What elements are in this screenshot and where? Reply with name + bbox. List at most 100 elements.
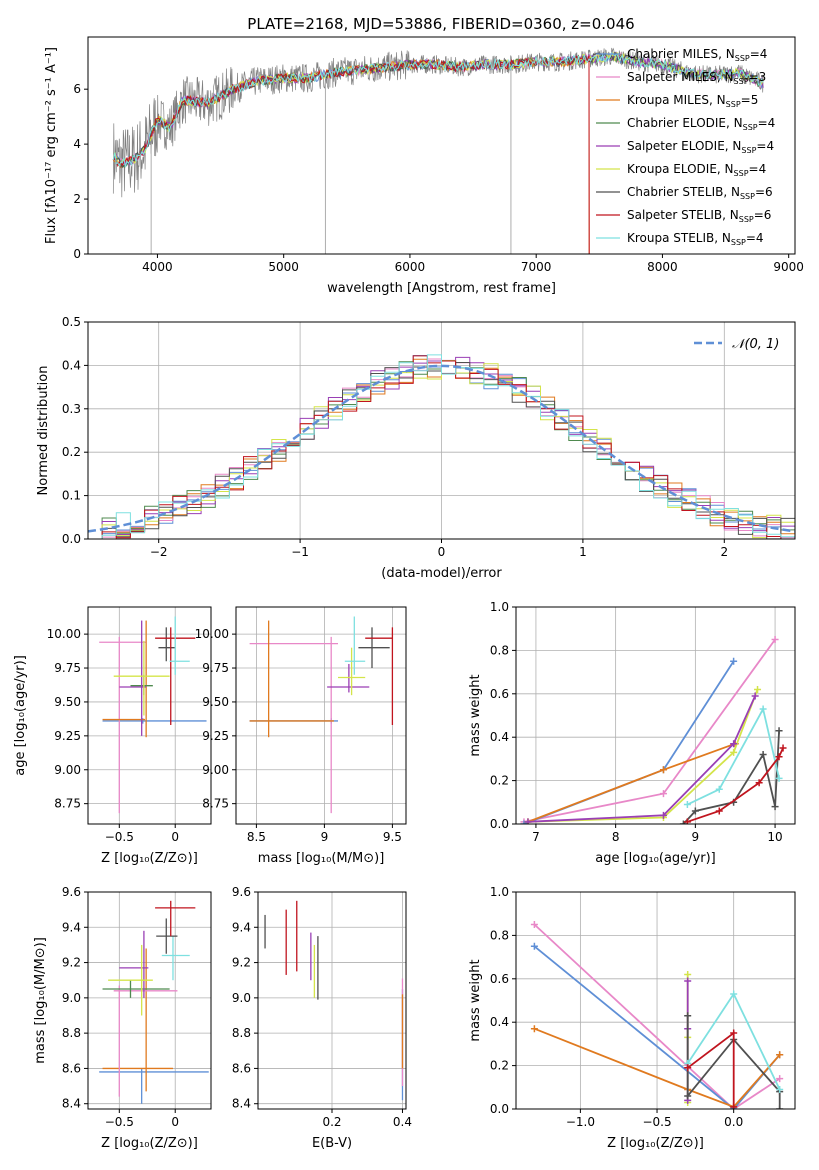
y-tick-label: 0.2 [62, 445, 81, 459]
y-tick-label: 0.4 [490, 1015, 509, 1029]
legend-label-main: Kroupa STELIB, N [627, 231, 731, 245]
data-point [102, 948, 173, 1092]
y-tick-label: 0.2 [490, 774, 509, 788]
y-tick-label: 0.6 [490, 687, 509, 701]
weight-series [683, 744, 787, 824]
weight-marker [683, 818, 691, 824]
legend-label-tail: =4 [750, 47, 768, 61]
y-tick-label: 9.75 [54, 661, 81, 675]
legend-label-sub: SSP [740, 192, 755, 201]
data-point [358, 627, 390, 669]
y-tick-label: 0.3 [62, 402, 81, 416]
weight-line [527, 689, 759, 823]
y-tick-label: 0.4 [62, 358, 81, 372]
age_vs_Z-panel: −0.5 0 8.75 9.00 9.25 9.50 9.75 10.00 Z [log₁₀(Z… [13, 606, 212, 866]
weight_vs_Z-frame [515, 891, 796, 1110]
y-tick-label: 1.0 [490, 600, 509, 614]
y-tick-label: 9.25 [202, 729, 229, 743]
y-tick-label: 9.2 [62, 956, 81, 970]
weight-marker [776, 1051, 784, 1059]
legend-label-sub: SSP [741, 146, 756, 155]
x-tick-label: 9.5 [383, 830, 402, 844]
data-point [102, 980, 170, 998]
weight-marker [684, 1064, 692, 1072]
weight-marker [683, 800, 691, 808]
data-point [119, 620, 147, 736]
x-tick-label: 9000 [773, 260, 804, 274]
weight_vs_age-xlabel: age [log₁₀(age/yr)] [595, 851, 716, 866]
legend-label-main: Chabrier ELODIE, N [627, 116, 743, 130]
legend-label-tail: =4 [756, 139, 774, 153]
weight-series [524, 692, 759, 824]
legend-label-sub: SSP [739, 215, 754, 224]
age_vs_Z-xlabel: Z [log₁₀(Z/Z⊙)] [101, 851, 198, 866]
weight-marker [684, 1012, 692, 1020]
data-point [155, 900, 196, 937]
y-tick-label: 0.0 [490, 1102, 509, 1116]
weight-marker [775, 753, 783, 761]
weight_vs_age-ylabel: mass weight [468, 674, 483, 756]
weight-marker [684, 970, 692, 978]
weight-marker [776, 1085, 784, 1093]
legend-label-tail: =6 [755, 185, 773, 199]
weight-marker [754, 685, 762, 693]
x-tick-label: 0 [171, 1115, 179, 1129]
x-tick-label: −0.5 [642, 1115, 671, 1129]
y-tick-label: 0.2 [490, 1059, 509, 1073]
x-tick-label: 8 [612, 830, 620, 844]
data-point [113, 985, 178, 1097]
y-tick-label: 4 [73, 137, 81, 151]
data-point [99, 1068, 209, 1104]
legend-label-sub: SSP [734, 77, 749, 86]
spectrum-ylabel: Flux [fλ10⁻¹⁷ erg cm⁻² s⁻¹ A⁻¹] [44, 47, 59, 244]
weight-line [534, 1027, 781, 1108]
x-tick-label: −1.0 [566, 1115, 595, 1129]
weight-line [527, 742, 736, 823]
y-tick-label: 9.6 [232, 885, 251, 899]
mass_vs_Z-ylabel: mass [log₁₀(M/M⊙)] [33, 937, 48, 1064]
residual-histogram [88, 354, 795, 539]
legend-label: Kroupa STELIB, NSSP=4 [627, 231, 764, 247]
legend-label-main: Chabrier STELIB, N [627, 185, 740, 199]
age_vs_mass-frame [235, 606, 407, 825]
data-point [156, 918, 178, 954]
legend-label-tail: =4 [746, 231, 764, 245]
legend-label-sub: SSP [731, 238, 746, 247]
legend-label-tail: =5 [741, 93, 759, 107]
y-tick-label: 8.8 [62, 1026, 81, 1040]
weight-series [684, 990, 784, 1093]
weight-line [533, 923, 781, 1109]
data-point [102, 620, 147, 738]
weight-marker [776, 1105, 784, 1109]
y-tick-label: 8.4 [62, 1097, 81, 1111]
legend-label-tail: =4 [749, 162, 767, 176]
age_vs_Z-plot-area [99, 616, 207, 814]
weight-marker [659, 811, 667, 819]
y-tick-label: 1.0 [490, 885, 509, 899]
y-tick-label: 0.4 [490, 730, 509, 744]
y-tick-label: 9.0 [232, 991, 251, 1005]
y-tick-label: 8.6 [232, 1061, 251, 1075]
weight-marker [730, 990, 738, 998]
residuals-plot-area [88, 354, 795, 539]
weight_vs_Z-panel: −1.0 −0.5 0.0 0.0 0.2 0.4 0.6 0.8 1.0 Z [log₁₀(Z/… [468, 885, 796, 1151]
weight-marker [771, 636, 779, 644]
weight-marker [775, 774, 783, 782]
y-tick-label: 0.6 [490, 972, 509, 986]
legend-label-main: Kroupa ELODIE, N [627, 162, 734, 176]
figure-title: PLATE=2168, MJD=53886, FIBERID=0360, z=0… [247, 15, 634, 33]
weight-marker [715, 807, 723, 815]
y-tick-label: 9.50 [202, 695, 229, 709]
weight-series [520, 657, 738, 824]
data-point [338, 647, 366, 696]
legend-label: Chabrier ELODIE, NSSP=4 [627, 116, 775, 132]
model-spectrum-line [113, 55, 590, 254]
data-point [108, 944, 153, 1016]
y-tick-label: 10.00 [195, 627, 229, 641]
weight-line [523, 660, 735, 824]
x-tick-label: 1 [579, 545, 587, 559]
x-tick-label: 8.5 [247, 830, 266, 844]
weight_vs_Z-xlabel: Z [log₁₀(Z/Z⊙)] [607, 1136, 704, 1151]
